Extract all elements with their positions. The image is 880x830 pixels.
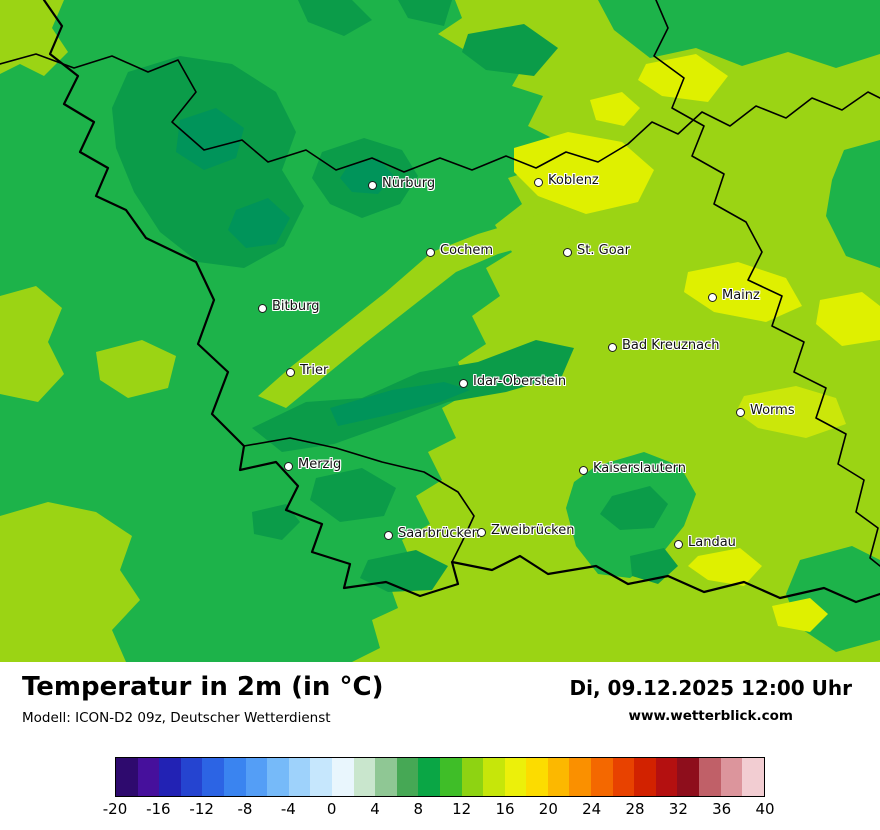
colorbar-ticks: -20 -16 -12 -8 -4 0 4 8 12 16 20 24 28 32 36 40 <box>103 800 775 820</box>
colorbar-cell <box>439 758 462 796</box>
colorbar-cell <box>418 758 440 796</box>
colorbar <box>115 757 765 797</box>
temperature-map <box>0 0 880 662</box>
map-area: Nürburg Koblenz Cochem St. Goar Bitburg Mainz… <box>0 0 880 662</box>
colorbar-cell <box>223 758 246 796</box>
colorbar-cell <box>353 758 376 796</box>
colorbar-cell <box>720 758 743 796</box>
colorbar-cell <box>288 758 311 796</box>
colorbar-tick-label: 8 <box>413 800 424 818</box>
colorbar-tick-label: 20 <box>538 800 558 818</box>
colorbar-tick-label: 24 <box>582 800 602 818</box>
colorbar-cell <box>569 758 592 796</box>
colorbar-cell <box>504 758 527 796</box>
map-title: Temperatur in 2m (in °C) <box>22 672 384 702</box>
colorbar-tick-label: 32 <box>668 800 688 818</box>
colorbar-tick-label: 40 <box>755 800 775 818</box>
colorbar-cell <box>634 758 656 796</box>
colorbar-cell <box>699 758 721 796</box>
colorbar-cell <box>526 758 548 796</box>
colorbar-cell <box>375 758 397 796</box>
colorbar-cell <box>483 758 505 796</box>
colorbar-cell <box>180 758 203 796</box>
colorbar-cell <box>310 758 332 796</box>
datetime-block: Di, 09.12.2025 12:00 Uhr www.wetterblick… <box>570 676 852 724</box>
colorbar-tick-label: 28 <box>625 800 645 818</box>
colorbar-cell <box>396 758 419 796</box>
colorbar-tick-label: -20 <box>102 800 128 818</box>
colorbar-wrap: -20 -16 -12 -8 -4 0 4 8 12 16 20 24 28 32 36 40 <box>103 757 775 820</box>
colorbar-cell <box>742 758 764 796</box>
colorbar-tick-label: -4 <box>280 800 296 818</box>
western-southern-border <box>42 0 880 604</box>
saarland-border <box>243 437 475 563</box>
colorbar-tick-label: -12 <box>189 800 214 818</box>
border-lines <box>0 0 880 604</box>
colorbar-cell <box>267 758 289 796</box>
footer-panel: Temperatur in 2m (in °C) Modell: ICON-D2… <box>0 662 880 830</box>
colorbar-tick-label: 36 <box>712 800 732 818</box>
colorbar-cell <box>245 758 268 796</box>
colorbar-cell <box>677 758 700 796</box>
colorbar-tick-label: -8 <box>237 800 253 818</box>
model-info: Modell: ICON-D2 09z, Deutscher Wetterdie… <box>22 710 331 726</box>
colorbar-cell <box>159 758 181 796</box>
northern-border <box>0 53 880 173</box>
eastern-border <box>653 0 880 567</box>
colorbar-cell <box>137 758 160 796</box>
website-label: www.wetterblick.com <box>628 708 793 724</box>
colorbar-cell <box>202 758 224 796</box>
colorbar-tick-label: -16 <box>146 800 171 818</box>
colorbar-cell <box>612 758 635 796</box>
colorbar-cell <box>655 758 678 796</box>
colorbar-tick-label: 16 <box>495 800 515 818</box>
colorbar-tick-label: 12 <box>452 800 472 818</box>
temperature-field <box>0 0 880 662</box>
colorbar-cell <box>591 758 613 796</box>
colorbar-cell <box>116 758 138 796</box>
colorbar-cell <box>331 758 354 796</box>
colorbar-cell <box>547 758 570 796</box>
colorbar-tick-label: 0 <box>326 800 337 818</box>
colorbar-cell <box>461 758 484 796</box>
colorbar-tick-label: 4 <box>370 800 380 818</box>
valid-datetime: Di, 09.12.2025 12:00 Uhr <box>569 676 852 700</box>
